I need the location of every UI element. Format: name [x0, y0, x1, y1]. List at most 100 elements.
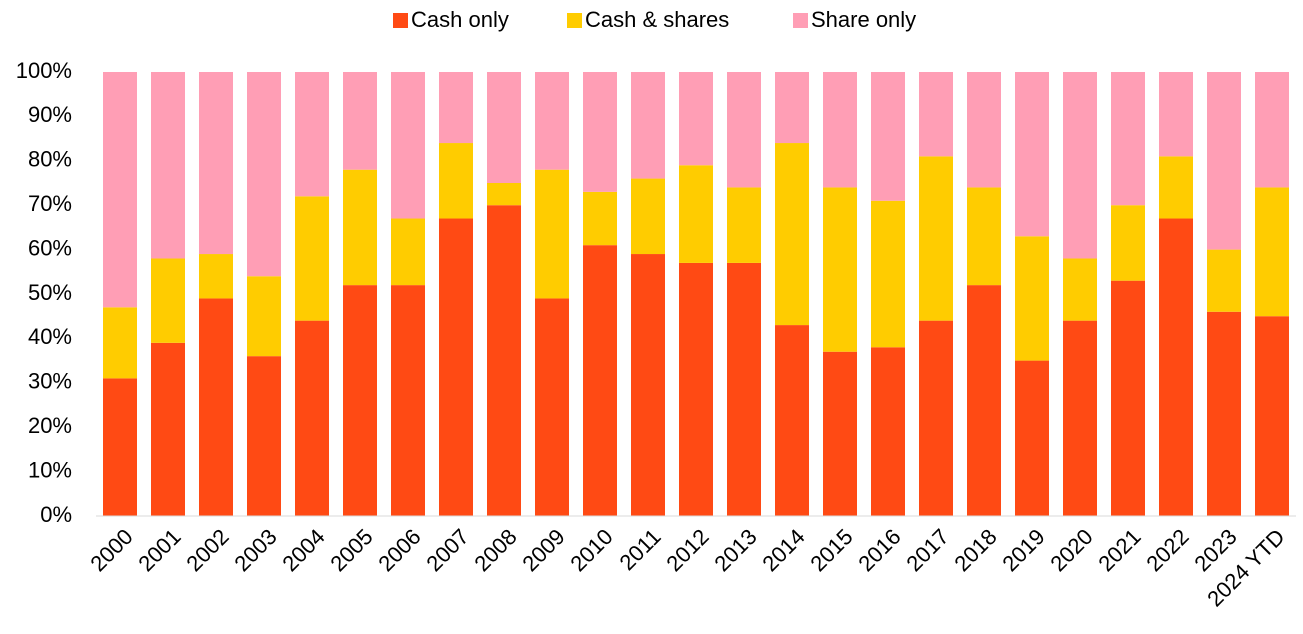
- bar-segment: [439, 72, 473, 144]
- bar-segment: [247, 356, 281, 516]
- bar-segment: [295, 72, 329, 197]
- bar-segment: [967, 72, 1001, 188]
- y-tick-label: 70%: [28, 191, 72, 216]
- bar-segment: [967, 187, 1001, 286]
- bar-segment: [727, 187, 761, 263]
- bar-segment: [247, 72, 281, 277]
- y-tick-label: 10%: [28, 457, 72, 482]
- bar-segment: [1159, 218, 1193, 516]
- bar-segment: [823, 72, 857, 188]
- bar-segment: [391, 72, 425, 219]
- x-tick-label: 2008: [469, 524, 521, 576]
- bar-segment: [1159, 156, 1193, 219]
- x-tick-label: 2001: [133, 524, 185, 576]
- bar-segment: [103, 378, 137, 516]
- bar-segment: [391, 285, 425, 516]
- bar-segment: [1111, 205, 1145, 281]
- legend-label: Cash only: [411, 7, 509, 32]
- x-tick-label: 2012: [661, 524, 713, 576]
- x-tick-label: 2021: [1093, 524, 1145, 576]
- bar-segment: [823, 351, 857, 516]
- x-tick-label: 2018: [949, 524, 1001, 576]
- bar-segment: [1063, 320, 1097, 516]
- x-tick-label: 2010: [565, 524, 617, 576]
- legend-swatch: [393, 13, 408, 28]
- y-tick-label: 100%: [16, 58, 72, 83]
- bar-segment: [487, 205, 521, 516]
- y-tick-label: 60%: [28, 235, 72, 260]
- bar-segment: [295, 320, 329, 516]
- bar-segment: [1255, 316, 1289, 516]
- x-tick-label: 2016: [853, 524, 905, 576]
- x-tick-label: 2017: [901, 524, 953, 576]
- bar-segment: [1255, 187, 1289, 317]
- bar-segment: [1255, 72, 1289, 188]
- bar-segment: [343, 285, 377, 516]
- bar-segment: [583, 72, 617, 192]
- bar-segment: [343, 169, 377, 286]
- legend-label: Cash & shares: [585, 7, 729, 32]
- bar-segment: [487, 72, 521, 183]
- bar-segment: [199, 298, 233, 516]
- y-tick-label: 50%: [28, 280, 72, 305]
- x-tick-label: 2007: [421, 524, 473, 576]
- x-tick-label: 2006: [373, 524, 425, 576]
- bar-segment: [919, 72, 953, 157]
- bar-segment: [1159, 72, 1193, 157]
- bar-segment: [1207, 72, 1241, 250]
- x-tick-label: 2004: [277, 524, 329, 576]
- bar-segment: [247, 276, 281, 357]
- bar-segment: [823, 187, 857, 352]
- bar-segment: [439, 143, 473, 219]
- bar-segment: [1207, 249, 1241, 312]
- bar-segment: [775, 143, 809, 326]
- bar-segment: [535, 169, 569, 299]
- bar-segment: [535, 298, 569, 516]
- bar-segment: [727, 262, 761, 516]
- bar-segment: [1207, 311, 1241, 516]
- bar-segment: [679, 72, 713, 166]
- x-tick-label: 2011: [615, 524, 666, 575]
- legend-swatch: [567, 13, 582, 28]
- bar-segment: [631, 254, 665, 517]
- bar-segment: [103, 307, 137, 379]
- bar-segment: [391, 218, 425, 286]
- bar-segment: [919, 320, 953, 516]
- bar-segment: [1015, 236, 1049, 361]
- bar-segment: [1063, 258, 1097, 321]
- y-tick-label: 90%: [28, 102, 72, 127]
- bar-segment: [679, 165, 713, 263]
- y-tick-label: 0%: [40, 502, 72, 527]
- y-tick-label: 20%: [28, 413, 72, 438]
- bar-segment: [583, 245, 617, 516]
- x-tick-label: 2013: [709, 524, 761, 576]
- bar-segment: [1015, 72, 1049, 237]
- bar-segment: [967, 285, 1001, 516]
- bar-segment: [487, 183, 521, 206]
- bar-segment: [199, 254, 233, 299]
- bar-segment: [871, 72, 905, 201]
- y-tick-label: 80%: [28, 147, 72, 172]
- x-tick-label: 2020: [1045, 524, 1097, 576]
- bar-segment: [343, 72, 377, 170]
- x-tick-label: 2009: [517, 524, 569, 576]
- bar-segment: [439, 218, 473, 516]
- bar-segment: [727, 72, 761, 188]
- bar-segment: [1111, 280, 1145, 516]
- x-tick-label: 2019: [997, 524, 1049, 576]
- bar-segment: [1063, 72, 1097, 259]
- bar-segment: [919, 156, 953, 321]
- x-tick-label: 2005: [325, 524, 377, 576]
- bar-segment: [871, 347, 905, 516]
- bar-segment: [151, 342, 185, 516]
- bar-segment: [1111, 72, 1145, 206]
- bar-segment: [151, 72, 185, 259]
- y-tick-label: 30%: [28, 369, 72, 394]
- bar-segment: [583, 191, 617, 246]
- bar-segment: [199, 72, 233, 255]
- x-tick-label: 2022: [1141, 524, 1193, 576]
- bar-segment: [535, 72, 569, 170]
- x-tick-label: 2000: [85, 524, 137, 576]
- legend-label: Share only: [811, 7, 916, 32]
